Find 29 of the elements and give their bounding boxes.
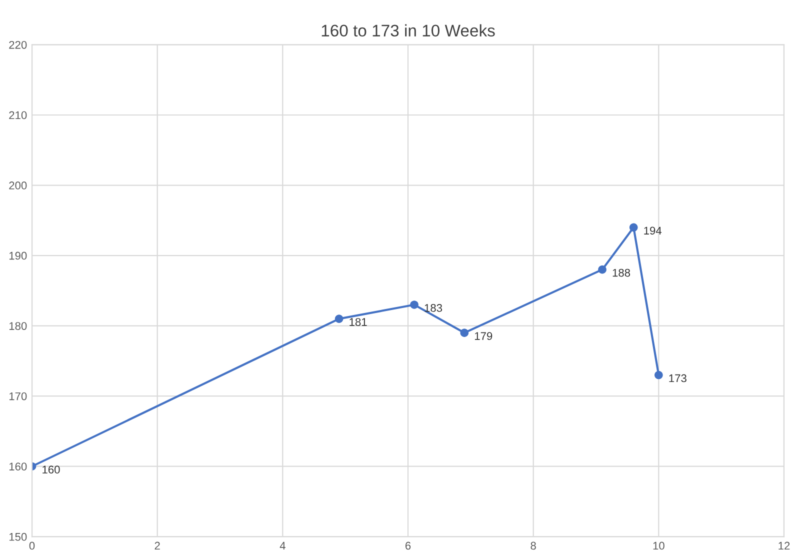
y-tick-label: 190 [9,252,27,260]
y-tick-label: 210 [9,111,27,120]
x-tick-label: 6 [405,542,411,550]
data-label: 160 [42,466,60,474]
y-tick-label: 180 [9,322,27,330]
x-tick-label: 12 [778,542,790,550]
y-tick-label: 160 [9,462,27,470]
chart-title: 160 to 173 in 10 Weeks [322,24,495,37]
data-label: 188 [612,268,630,277]
point [334,314,344,323]
point [410,300,418,309]
data-label: 173 [669,374,686,382]
point [654,370,663,380]
data-label: 179 [474,332,492,340]
data-label: 181 [350,318,367,326]
point [460,328,469,338]
point [629,223,638,232]
x-tick-label: 0 [29,542,35,550]
data-label: 183 [424,304,442,312]
y-tick-label: 170 [9,392,27,400]
x-tick-label: 4 [280,542,286,550]
y-tick-label: 220 [9,40,27,49]
point [598,265,606,274]
data-label: 194 [644,226,662,235]
x-tick-label: 10 [653,542,664,550]
x-tick-label: 8 [530,542,536,550]
x-tick-label: 2 [154,542,160,550]
y-tick-label: 200 [9,182,27,190]
y-tick-label: 150 [9,532,27,541]
